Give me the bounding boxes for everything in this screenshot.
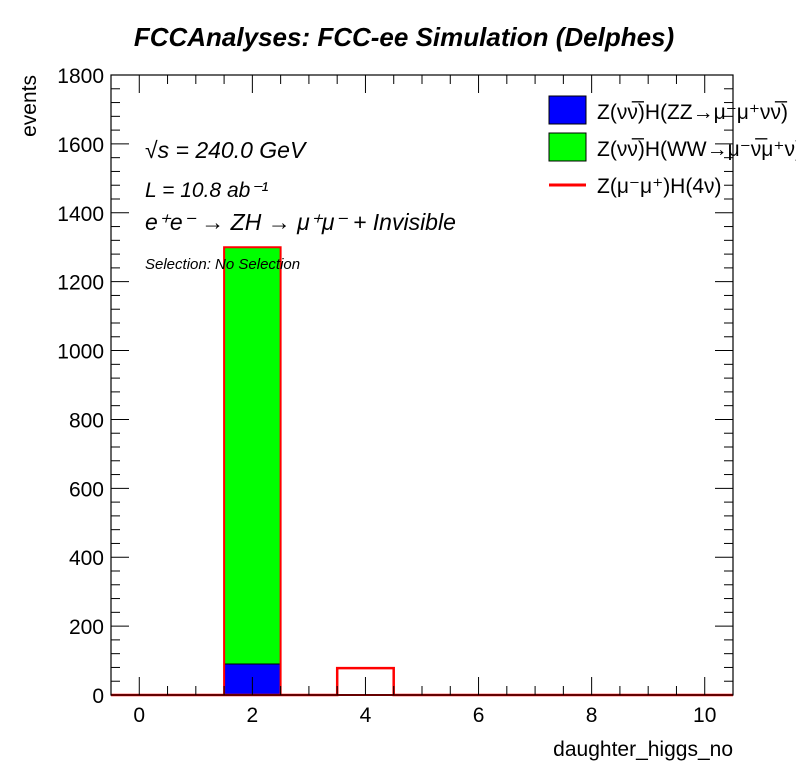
sqrt-s-label: √s = 240.0 GeV bbox=[145, 137, 308, 163]
y-tick-label: 200 bbox=[69, 616, 104, 639]
stack-outline-line bbox=[111, 246, 733, 696]
bars-layer bbox=[223, 246, 282, 696]
plot-frame bbox=[110, 74, 734, 696]
y-tick-label: 0 bbox=[92, 685, 104, 708]
y-tick-label: 800 bbox=[69, 409, 104, 432]
y-axis-ticks: 0 200 400 600 800 1000 1200 1400 1600 1800 bbox=[57, 65, 733, 708]
legend-entry-label: Z(νν̅)H(WW→μ⁻ν̅μ⁺ν) bbox=[597, 138, 796, 161]
x-tick-label: 0 bbox=[133, 704, 145, 727]
bar-ww-bin-2 bbox=[223, 246, 282, 665]
x-axis-ticks: 0 2 4 6 8 10 bbox=[110, 75, 734, 727]
lines-layer bbox=[111, 246, 733, 697]
process-label: e⁺e⁻ → ZH → μ⁺μ⁻ + Invisible bbox=[145, 209, 456, 235]
selection-label: Selection: No Selection bbox=[145, 256, 300, 273]
x-tick-label: 6 bbox=[473, 704, 485, 727]
x-tick-label: 10 bbox=[693, 704, 716, 727]
y-tick-label: 1000 bbox=[57, 341, 104, 364]
y-tick-label: 1400 bbox=[57, 203, 104, 226]
y-tick-label: 1200 bbox=[57, 272, 104, 295]
legend-entry-label: Z(νν̅)H(ZZ→μ⁻μ⁺νν̅) bbox=[597, 101, 788, 124]
x-tick-label: 4 bbox=[360, 704, 372, 727]
y-axis-label: events bbox=[18, 75, 41, 137]
y-tick-label: 1600 bbox=[57, 134, 104, 157]
luminosity-label: L = 10.8 ab⁻¹ bbox=[145, 179, 268, 202]
chart-title: FCCAnalyses: FCC-ee Simulation (Delphes) bbox=[134, 22, 674, 52]
y-tick-label: 1800 bbox=[57, 65, 104, 88]
y-tick-label: 400 bbox=[69, 547, 104, 570]
legend: Z(νν̅)H(ZZ→μ⁻μ⁺νν̅) Z(νν̅)H(WW→μ⁻ν̅μ⁺ν) Z(… bbox=[548, 95, 796, 198]
legend-swatch bbox=[548, 132, 587, 162]
x-tick-label: 8 bbox=[586, 704, 598, 727]
x-tick-label: 2 bbox=[247, 704, 259, 727]
x-axis-label: daughter_higgs_no bbox=[553, 738, 733, 761]
legend-swatch bbox=[548, 95, 587, 125]
legend-entry-label: Z(μ⁻μ⁺)H(4ν) bbox=[597, 175, 722, 198]
y-tick-label: 600 bbox=[69, 478, 104, 501]
